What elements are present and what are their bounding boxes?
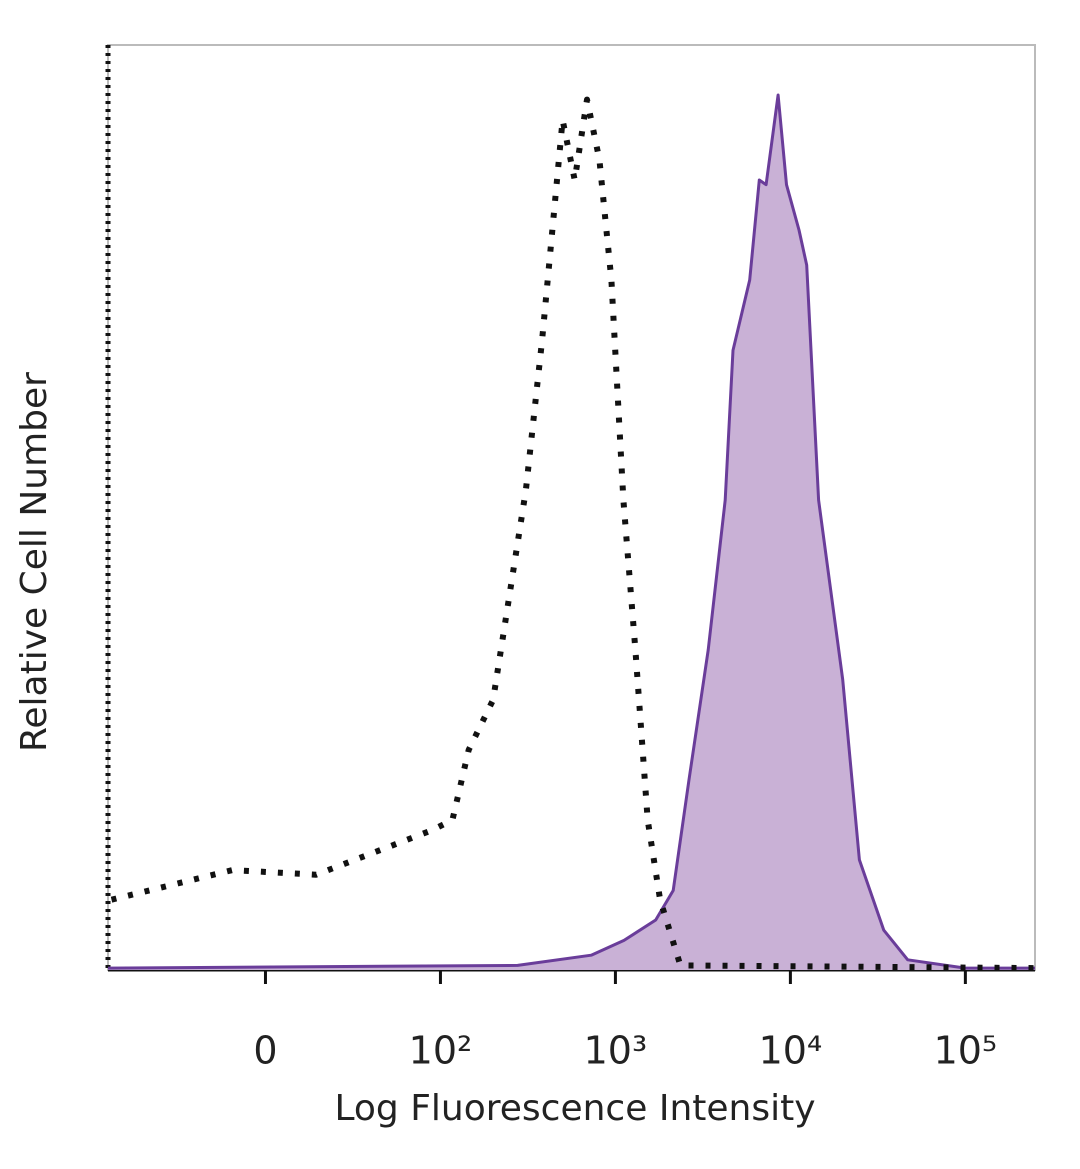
- x-tick-label: 10³: [584, 1029, 648, 1073]
- plot-frame: [107, 44, 1036, 971]
- x-tick-label: 10⁴: [759, 1029, 823, 1073]
- x-tick-label: 10²: [409, 1029, 473, 1073]
- histogram-area: [108, 95, 1035, 970]
- x-tick-label: 0: [253, 1029, 277, 1073]
- y-axis-title: Relative Cell Number: [14, 372, 55, 752]
- x-axis-title: Log Fluorescence Intensity: [334, 1088, 815, 1129]
- histogram-line: [107, 93, 1035, 970]
- x-tick-label: 10⁵: [934, 1029, 998, 1073]
- histogram-line: [110, 96, 1036, 972]
